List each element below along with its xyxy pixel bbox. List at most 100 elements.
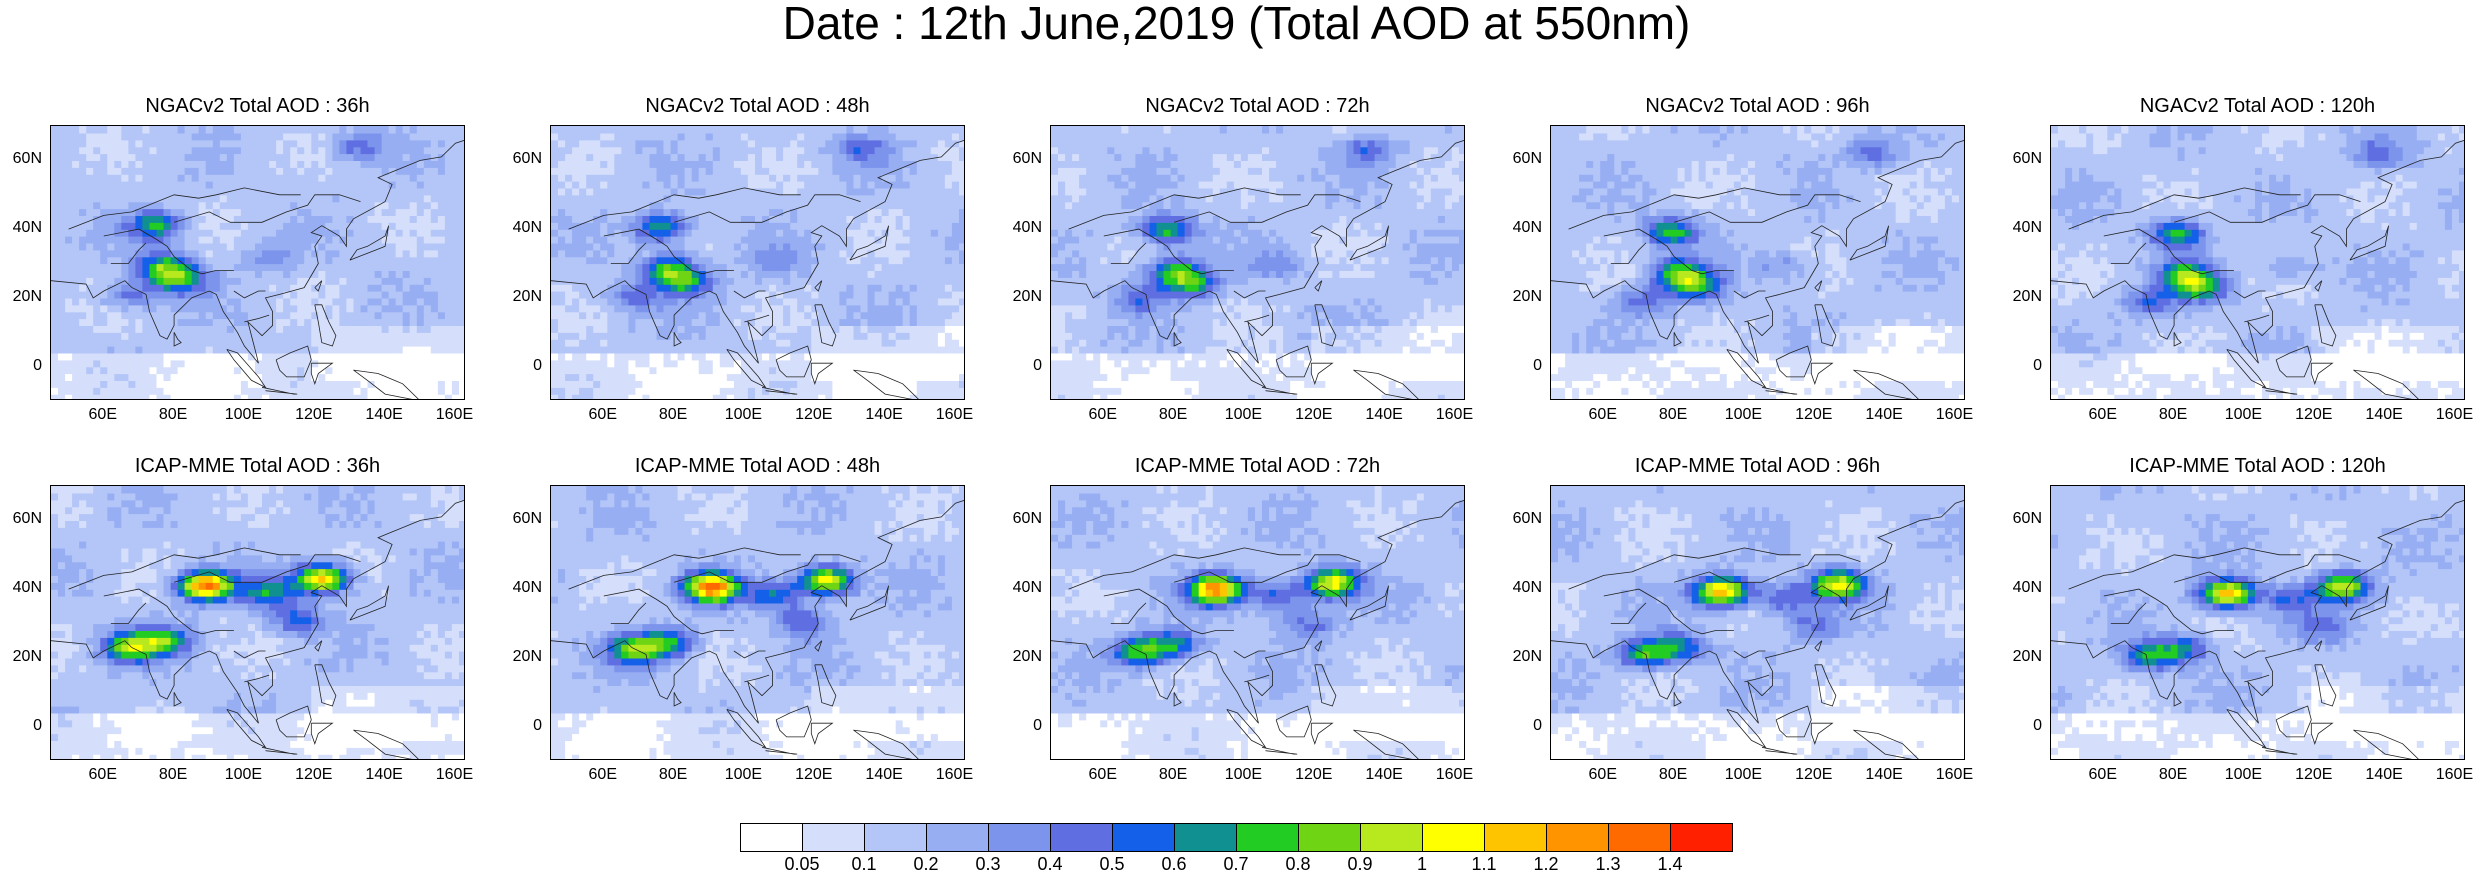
aod-cell xyxy=(614,160,622,168)
aod-cell xyxy=(297,367,305,375)
aod-cell xyxy=(438,270,446,278)
aod-cell xyxy=(325,264,333,272)
aod-cell xyxy=(720,291,728,299)
aod-cell xyxy=(889,147,897,155)
aod-cell xyxy=(614,215,622,223)
aod-cell xyxy=(945,277,953,285)
aod-cell xyxy=(797,270,805,278)
aod-cell xyxy=(114,140,122,148)
aod-cell xyxy=(459,305,465,313)
aod-cell xyxy=(157,270,165,278)
aod-cell xyxy=(100,305,108,313)
aod-cell xyxy=(93,312,101,320)
aod-cell xyxy=(776,270,784,278)
aod-cell xyxy=(910,229,918,237)
aod-cell xyxy=(579,374,587,382)
aod-cell xyxy=(241,284,249,292)
aod-cell xyxy=(931,264,939,272)
aod-cell xyxy=(593,380,601,388)
aod-cell xyxy=(185,195,193,203)
aod-cell xyxy=(121,339,129,347)
aod-cell xyxy=(114,236,122,244)
aod-cell xyxy=(142,126,150,134)
aod-cell xyxy=(952,167,960,175)
aod-cell xyxy=(128,325,136,333)
aod-cell xyxy=(882,126,890,134)
aod-cell xyxy=(839,325,847,333)
aod-cell xyxy=(565,188,573,196)
aod-cell xyxy=(868,133,876,141)
aod-cell xyxy=(959,264,965,272)
aod-cell xyxy=(332,243,340,251)
aod-cell xyxy=(65,188,73,196)
aod-cell xyxy=(424,174,432,182)
aod-cell xyxy=(93,319,101,327)
aod-cell xyxy=(741,174,749,182)
aod-cell xyxy=(396,167,404,175)
aod-cell xyxy=(790,160,798,168)
aod-cell xyxy=(389,229,397,237)
aod-cell xyxy=(635,305,643,313)
aod-cell xyxy=(882,147,890,155)
aod-cell xyxy=(790,243,798,251)
aod-cell xyxy=(692,188,700,196)
aod-cell xyxy=(685,270,693,278)
aod-cell xyxy=(114,154,122,162)
aod-cell xyxy=(628,236,636,244)
aod-cell xyxy=(692,284,700,292)
aod-cell xyxy=(100,339,108,347)
aod-cell xyxy=(199,160,207,168)
aod-cell xyxy=(1079,332,1087,340)
aod-cell xyxy=(1065,312,1073,320)
aod-cell xyxy=(854,394,862,400)
aod-cell xyxy=(1058,325,1066,333)
aod-cell xyxy=(255,236,263,244)
aod-cell xyxy=(854,167,862,175)
aod-cell xyxy=(952,319,960,327)
aod-cell xyxy=(410,367,418,375)
aod-cell xyxy=(220,174,228,182)
aod-cell xyxy=(178,291,186,299)
aod-cell xyxy=(318,319,326,327)
aod-cell xyxy=(1051,325,1059,333)
aod-cell xyxy=(959,332,965,340)
aod-cell xyxy=(192,325,200,333)
aod-cell xyxy=(1086,346,1094,354)
aod-cell xyxy=(396,264,404,272)
aod-cell xyxy=(614,264,622,272)
aod-cell xyxy=(72,339,80,347)
aod-cell xyxy=(325,346,333,354)
aod-cell xyxy=(579,346,587,354)
aod-cell xyxy=(185,387,193,395)
aod-cell xyxy=(952,222,960,230)
aod-cell xyxy=(699,270,707,278)
aod-cell xyxy=(135,277,143,285)
aod-cell xyxy=(100,160,108,168)
aod-cell xyxy=(318,374,326,382)
aod-cell xyxy=(389,353,397,361)
aod-cell xyxy=(825,353,833,361)
aod-cell xyxy=(720,277,728,285)
aod-cell xyxy=(1086,325,1094,333)
aod-cell xyxy=(882,133,890,141)
aod-cell xyxy=(924,367,932,375)
aod-cell xyxy=(861,257,869,265)
aod-cell xyxy=(804,147,812,155)
aod-cell xyxy=(818,174,826,182)
aod-cell xyxy=(128,174,136,182)
aod-cell xyxy=(607,346,615,354)
aod-cell xyxy=(600,147,608,155)
aod-cell xyxy=(650,188,658,196)
aod-cell xyxy=(297,312,305,320)
aod-cell xyxy=(269,209,277,217)
aod-cell xyxy=(375,346,383,354)
aod-cell xyxy=(558,291,566,299)
aod-cell xyxy=(325,257,333,265)
aod-cell xyxy=(192,222,200,230)
aod-cell xyxy=(311,209,319,217)
aod-cell xyxy=(769,380,777,388)
aod-cell xyxy=(713,140,721,148)
aod-cell xyxy=(354,346,362,354)
aod-cell xyxy=(86,332,94,340)
aod-cell xyxy=(854,243,862,251)
